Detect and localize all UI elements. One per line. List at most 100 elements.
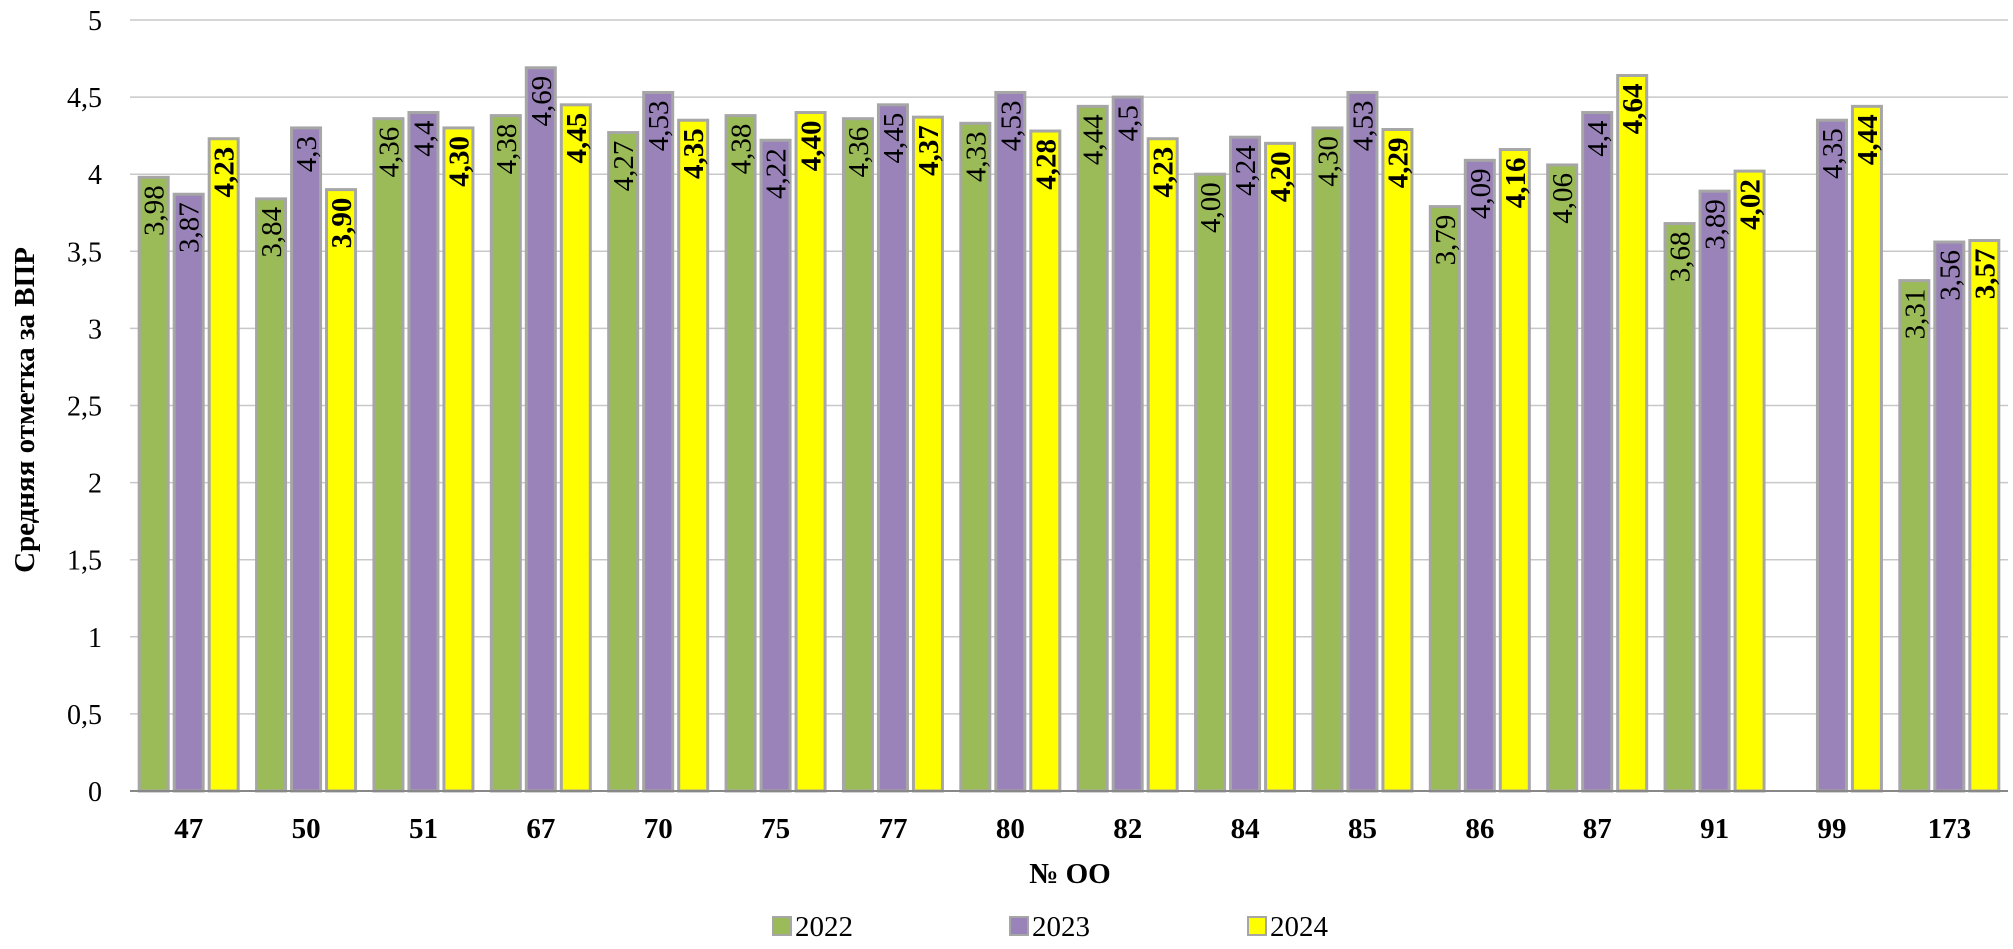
y-tick-label: 1 (88, 623, 102, 654)
bar-label-2022-80: 4,33 (960, 131, 992, 182)
bar-2022-70 (607, 131, 640, 793)
bar-2022-75 (724, 114, 757, 793)
x-tick-label: 85 (1348, 813, 1377, 845)
y-tick-label: 0 (88, 777, 102, 808)
bar-2023-67 (524, 66, 557, 793)
x-tick-label: 84 (1231, 813, 1260, 845)
bar-2023-70 (642, 90, 675, 793)
bars-group (137, 66, 2001, 793)
bar-label-2022-50: 3,84 (256, 206, 288, 257)
x-tick-label: 80 (996, 813, 1025, 845)
x-axis-title: № ОО (1029, 858, 1111, 890)
bar-label-2024-99: 4,44 (1852, 114, 1884, 165)
y-tick-label: 1,5 (67, 546, 102, 577)
bar-2023-86 (1463, 158, 1496, 793)
x-tick-label: 87 (1583, 813, 1612, 845)
bar-2024-91 (1733, 169, 1766, 793)
bar-label-2024-75: 4,40 (796, 121, 828, 172)
bar-label-2022-87: 4,06 (1547, 173, 1579, 224)
bar-2022-87 (1546, 163, 1579, 793)
legend-label-2024: 2024 (1270, 911, 1329, 943)
bar-2022-77 (841, 117, 874, 793)
legend-label-2023: 2023 (1032, 911, 1090, 943)
bar-2022-51 (372, 117, 405, 793)
bar-2023-87 (1581, 111, 1614, 793)
bar-label-2023-50: 4,3 (291, 136, 323, 172)
y-tick-label: 4,5 (67, 83, 102, 114)
bar-label-2023-99: 4,35 (1817, 128, 1849, 179)
bar-label-2023-84: 4,24 (1230, 145, 1262, 196)
bar-2023-99 (1815, 118, 1848, 793)
bar-2022-67 (489, 114, 522, 793)
x-tick-label: 99 (1817, 813, 1846, 845)
bar-2024-86 (1498, 148, 1531, 793)
bar-2023-84 (1229, 135, 1262, 793)
legend-swatch-2024 (1247, 916, 1267, 936)
bar-label-2023-82: 4,5 (1113, 105, 1145, 141)
y-tick-label: 4 (88, 160, 102, 191)
bar-label-2023-67: 4,69 (526, 76, 558, 127)
bar-label-2023-51: 4,4 (408, 120, 440, 157)
x-tick-label: 82 (1113, 813, 1142, 845)
bar-label-2023-91: 3,89 (1700, 199, 1732, 250)
bar-label-2022-82: 4,44 (1078, 114, 1110, 165)
bar-2023-82 (1111, 95, 1144, 793)
bar-label-2024-80: 4,28 (1030, 139, 1062, 190)
x-tick-label: 51 (409, 813, 438, 845)
bar-label-2024-47: 4,23 (209, 147, 241, 198)
bar-2024-80 (1029, 129, 1062, 793)
bar-label-2022-77: 4,36 (843, 127, 875, 178)
bar-label-2023-86: 4,09 (1465, 168, 1497, 219)
x-tick-label: 70 (644, 813, 673, 845)
bar-2024-85 (1381, 127, 1414, 793)
bar-2023-77 (876, 103, 909, 793)
bar-2024-70 (677, 118, 710, 793)
legend-swatch-2022 (772, 916, 792, 936)
y-tick-label: 3 (88, 314, 102, 345)
bar-2023-50 (290, 126, 323, 793)
y-tick-label: 2 (88, 469, 102, 500)
bar-label-2022-47: 3,98 (139, 185, 171, 236)
bar-2024-47 (207, 137, 240, 793)
bar-label-2024-84: 4,20 (1265, 151, 1297, 202)
bar-label-2022-67: 4,38 (491, 124, 523, 175)
bar-2022-86 (1428, 205, 1461, 793)
bar-2023-85 (1346, 90, 1379, 793)
bar-label-2022-75: 4,38 (726, 124, 758, 175)
bar-label-2024-86: 4,16 (1500, 158, 1532, 209)
bar-label-2024-50: 3,90 (326, 198, 358, 249)
bar-label-2023-173: 3,56 (1934, 250, 1966, 301)
y-axis-ticks: 0 0,5 1 1,5 2 2,5 3 3,5 4 4,5 5 (67, 6, 102, 808)
bar-2023-173 (1933, 240, 1966, 793)
bar-label-2024-85: 4,29 (1382, 137, 1414, 188)
legend-label-2022: 2022 (795, 911, 853, 943)
legend-swatch-2023 (1009, 916, 1029, 936)
bar-label-2024-77: 4,37 (913, 125, 945, 176)
bar-label-2022-51: 4,36 (373, 127, 405, 178)
bar-label-2024-70: 4,35 (678, 128, 710, 179)
x-tick-label: 47 (174, 813, 203, 845)
bar-2024-173 (1968, 239, 2001, 793)
bar-label-2022-173: 3,31 (1899, 289, 1931, 340)
y-tick-label: 3,5 (67, 237, 102, 268)
bar-labels-group: 3,98 3,874,233,844,33,904,36 4,4 4,30 4,384,… (139, 76, 2002, 340)
bar-2022-85 (1311, 126, 1344, 793)
y-tick-label: 2,5 (67, 392, 102, 423)
bar-2023-47 (172, 192, 205, 793)
bar-label-2023-70: 4,53 (643, 100, 675, 151)
bar-2022-80 (959, 121, 992, 793)
bar-label-2024-91: 4,02 (1735, 179, 1767, 230)
bar-2024-99 (1850, 104, 1883, 793)
x-tick-label: 86 (1465, 813, 1494, 845)
bar-label-2022-85: 4,30 (1312, 136, 1344, 187)
x-tick-label: 91 (1700, 813, 1729, 845)
bar-label-2022-70: 4,27 (608, 141, 640, 192)
bar-label-2024-87: 4,64 (1617, 84, 1649, 135)
bar-2023-75 (759, 138, 792, 793)
bar-label-2024-82: 4,23 (1148, 147, 1180, 198)
bar-2022-91 (1663, 222, 1696, 793)
x-tick-label: 67 (526, 813, 555, 845)
x-axis-ticks: 47 50 51 67 70 75 77 80 82 84 85 86 87 91 99 173 (174, 813, 1971, 845)
bar-label-2022-91: 3,68 (1665, 232, 1697, 283)
